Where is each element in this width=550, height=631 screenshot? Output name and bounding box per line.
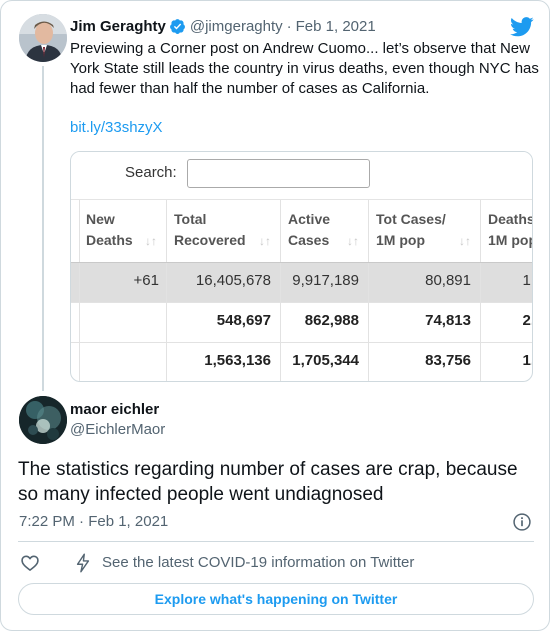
table-cell: 1, (522, 272, 532, 289)
sort-arrows-icon: ↓↑ (347, 234, 359, 248)
heart-icon[interactable] (20, 553, 40, 573)
header-line: Recovered (174, 232, 246, 248)
author-name[interactable]: Jim Geraghty (70, 17, 166, 35)
sort-arrows-icon: ↓↑ (459, 234, 471, 248)
column-header-new-deaths: New Deaths ↓↑ (79, 200, 165, 262)
row-divider (71, 342, 532, 343)
parent-tweet-header: Jim Geraghty @jimgeraghty · Feb 1, 2021 (70, 16, 376, 36)
table-cell: +61 (133, 272, 159, 289)
thread-connector-line (42, 66, 44, 391)
header-line: Deaths/ (488, 211, 532, 227)
header-bottom-border (71, 262, 532, 263)
table-cell: 80,891 (425, 272, 471, 289)
header-line: New (86, 211, 115, 227)
table-cell: 16,405,678 (195, 272, 271, 289)
table-cell: 862,988 (304, 312, 359, 329)
table-top-border (71, 199, 532, 200)
column-header-total-recovered: Total Recovered ↓↑ (167, 200, 279, 262)
table-cell: 74,813 (425, 312, 471, 329)
header-line: 1M pop (376, 232, 425, 248)
search-label: Search: (125, 164, 177, 181)
reply-author-name[interactable]: maor eichler (70, 401, 160, 418)
header-line: 1M pop (488, 232, 533, 248)
footer-divider (18, 541, 534, 542)
table-cell: 1, (522, 352, 532, 369)
table-cell: 1,563,136 (204, 352, 271, 369)
column-header-deaths-per-million: Deaths/ 1M pop (481, 200, 533, 262)
column-divider (280, 200, 281, 381)
author-handle[interactable]: @jimgeraghty (189, 17, 283, 35)
table-cell: 9,917,189 (292, 272, 359, 289)
column-header-active-cases: Active Cases ↓↑ (281, 200, 367, 262)
table-row-world (71, 262, 532, 302)
verified-badge-icon (169, 18, 185, 34)
header-line: Active (288, 211, 331, 227)
column-divider (166, 200, 167, 381)
column-header-tot-cases-per-million: Tot Cases/ 1M pop ↓↑ (369, 200, 479, 262)
info-icon[interactable] (512, 512, 532, 532)
tweet-media-image[interactable]: Search: New Deaths ↓↑ Total Recovered ↓↑… (70, 151, 533, 382)
tweet-link[interactable]: bit.ly/33shzyX (70, 119, 163, 136)
row-divider (71, 302, 532, 303)
header-line: Deaths (86, 232, 133, 248)
tweet-date[interactable]: Feb 1, 2021 (295, 17, 376, 35)
table-cell: 2, (522, 312, 532, 329)
column-divider (368, 200, 369, 381)
avatar-maor-eichler[interactable] (19, 396, 67, 444)
lightning-bolt-icon[interactable] (74, 553, 92, 573)
separator-dot: · (286, 17, 292, 35)
column-divider (480, 200, 481, 381)
reply-timestamp[interactable]: 7:22 PM · Feb 1, 2021 (19, 513, 169, 530)
twitter-bird-icon[interactable] (510, 17, 534, 37)
avatar-jim-geraghty[interactable] (19, 14, 67, 62)
parent-tweet-text: Previewing a Corner post on Andrew Cuomo… (70, 40, 539, 97)
header-line: Cases (288, 232, 330, 248)
reply-author-handle[interactable]: @EichlerMaor (70, 421, 166, 438)
sort-arrows-icon: ↓↑ (259, 234, 271, 248)
sort-arrows-icon: ↓↑ (145, 234, 157, 248)
table-search-row: Search: (71, 152, 532, 200)
table-cell: 1,705,344 (292, 352, 359, 369)
reply-tweet-text: The statistics regarding number of cases… (18, 459, 518, 505)
search-input (187, 159, 370, 188)
table-cell: 548,697 (216, 312, 271, 329)
covid-info-link[interactable]: See the latest COVID-19 information on T… (102, 554, 415, 571)
table-cell: 83,756 (425, 352, 471, 369)
explore-twitter-button[interactable]: Explore what's happening on Twitter (18, 583, 534, 615)
column-divider (79, 200, 80, 381)
header-line: Total (174, 211, 207, 227)
header-line: Tot Cases/ (376, 211, 446, 227)
